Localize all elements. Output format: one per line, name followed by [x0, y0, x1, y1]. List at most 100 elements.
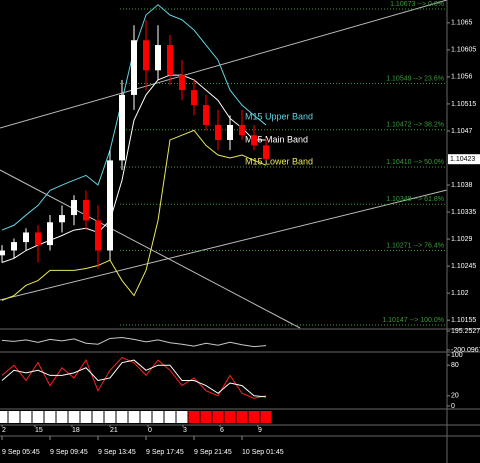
y-tick-label: 1.1065 — [451, 20, 473, 27]
candle-body — [119, 94, 125, 161]
x-tick-label: 9 Sep 09:45 — [50, 449, 88, 456]
last-price-label: 1.10423 — [450, 156, 475, 163]
bar — [152, 411, 164, 423]
x-tick-label: 9 Sep 05:45 — [2, 449, 40, 456]
y-tick-label: 1.10605 — [451, 47, 476, 54]
y-tick-label: 1.1029 — [451, 236, 473, 243]
x2-tick-label: 6 — [220, 427, 224, 434]
y-tick-label: 1.10155 — [451, 317, 476, 324]
candle-body — [71, 200, 77, 216]
bar — [236, 411, 248, 423]
y-tick-label: -200.0967 — [451, 347, 480, 354]
trendline — [0, 189, 448, 301]
candle-body — [95, 220, 101, 251]
x2-tick-label: 9 — [258, 427, 262, 434]
bar — [104, 411, 116, 423]
series-line — [1, 336, 267, 348]
candle-body — [35, 232, 41, 246]
candle-body — [155, 45, 161, 71]
fib-label: 1.10147 --> 100.0% — [382, 317, 444, 324]
candle-body — [167, 45, 173, 76]
y-tick-label: 1.10245 — [451, 263, 476, 270]
x-tick-label: 9 Sep 13:45 — [98, 449, 136, 456]
candle-body — [239, 124, 245, 136]
candle-body — [59, 215, 65, 223]
series-line — [1, 359, 267, 398]
y-tick-label: 1.102 — [451, 290, 469, 297]
candle-body — [263, 145, 269, 160]
bar — [200, 411, 212, 423]
candle-body — [131, 40, 137, 95]
candle-body — [107, 160, 113, 251]
candle-body — [251, 135, 257, 146]
bar — [248, 411, 260, 423]
trendline — [0, 0, 448, 129]
x-tick-label: 9 Sep 21:45 — [194, 449, 232, 456]
y-tick-label: 1.1038 — [451, 182, 473, 189]
candle-body — [191, 90, 197, 106]
series-line — [1, 129, 267, 301]
x2-tick-label: 15 — [35, 427, 43, 434]
bar — [212, 411, 224, 423]
y-tick-label: 100 — [451, 352, 463, 359]
bar — [116, 411, 128, 423]
trendline — [0, 169, 301, 329]
bar — [80, 411, 92, 423]
y-tick-label: 20 — [451, 393, 459, 400]
legend-label: M15 Main Band — [245, 134, 308, 144]
fib-label: 1.10549 --> 23.6% — [386, 75, 444, 82]
candle-body — [23, 232, 29, 243]
fib-label: 1.10410 --> 50.0% — [386, 159, 444, 166]
x-tick-label: 9 Sep 17:45 — [146, 449, 184, 456]
x2-tick-label: 0 — [148, 427, 152, 434]
trendlines — [0, 0, 448, 329]
x2-tick-label: 18 — [72, 427, 80, 434]
series-line — [1, 356, 267, 399]
legend-label: M15 Lower Band — [245, 156, 313, 166]
y-tick-label: 1.10335 — [451, 209, 476, 216]
bar — [260, 411, 272, 423]
bar — [128, 411, 140, 423]
y-tick-label: 1.1047 — [451, 128, 473, 135]
bar — [44, 411, 56, 423]
fib-label: 1.10271 --> 76.4% — [386, 242, 444, 249]
x2-tick-label: 3 — [183, 427, 187, 434]
x2-tick-label: 21 — [110, 427, 118, 434]
plot-background — [0, 0, 447, 463]
bar — [20, 411, 32, 423]
candle-body — [143, 40, 149, 71]
bar — [0, 411, 8, 423]
bar — [8, 411, 20, 423]
series-line — [1, 74, 266, 263]
bar — [32, 411, 44, 423]
bar — [176, 411, 188, 423]
candle-body — [47, 222, 53, 246]
y-tick-label: 1.1056 — [451, 74, 473, 81]
y-tick-label: 80 — [451, 362, 459, 369]
candle-body — [0, 250, 5, 256]
last-price-box — [448, 154, 480, 165]
bar — [188, 411, 200, 423]
y-tick-label: 195.2527 — [451, 328, 480, 335]
bar — [92, 411, 104, 423]
candle-body — [179, 75, 185, 91]
candle-body — [203, 105, 209, 125]
x2-tick-label: 2 — [2, 427, 6, 434]
fib-label: 1.10673 --> 0.0% — [390, 1, 444, 8]
y-tick-label: 0 — [451, 403, 455, 410]
candle-body — [83, 200, 89, 221]
candle-body — [11, 242, 17, 251]
candle-body — [227, 124, 233, 140]
fib-label: 1.10348 --> 61.8% — [386, 196, 444, 203]
x-tick-label: 10 Sep 01:45 — [242, 449, 284, 456]
bar — [140, 411, 152, 423]
y-tick-label: 1.10515 — [451, 101, 476, 108]
legend-label: M15 Upper Band — [245, 111, 313, 121]
candle-body — [215, 124, 221, 140]
bar — [164, 411, 176, 423]
bar — [68, 411, 80, 423]
bar — [56, 411, 68, 423]
bar — [224, 411, 236, 423]
